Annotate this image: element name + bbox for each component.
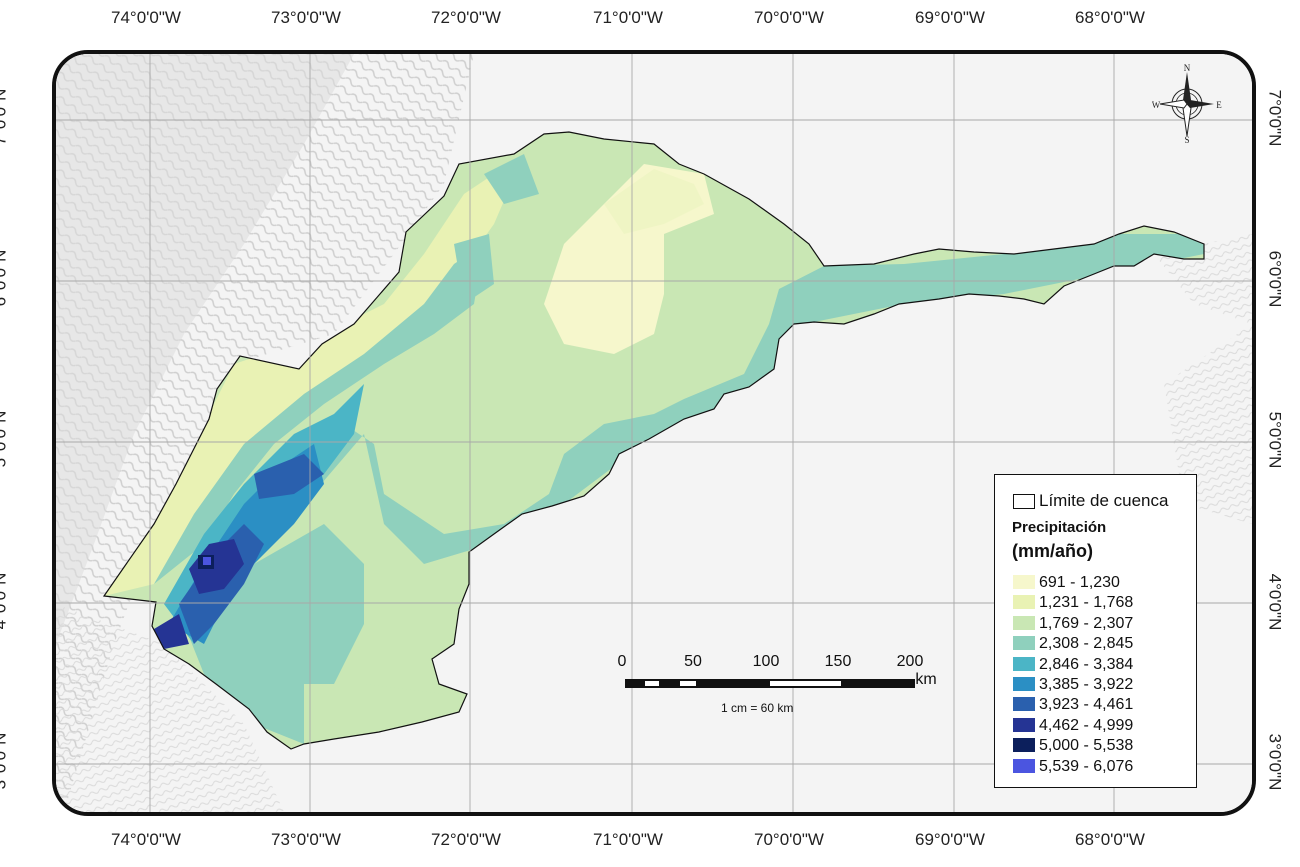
basin-boundary — [102, 131, 1205, 750]
precipitation-map — [56, 54, 1252, 812]
boundary-swatch — [1013, 494, 1035, 509]
legend-swatch — [1013, 595, 1035, 610]
legend-swatch — [1013, 738, 1035, 753]
latitude-label-left: 6°0'0"N — [0, 249, 10, 307]
legend-class-label: 5,539 - 6,076 — [1039, 757, 1134, 775]
longitude-label-top: 71°0'0"W — [593, 8, 663, 27]
longitude-label-bottom: 71°0'0"W — [593, 830, 663, 849]
latitude-label-left: 4°0'0"N — [0, 572, 10, 630]
legend-class-label: 2,846 - 3,384 — [1039, 655, 1134, 673]
compass-n: N — [1184, 64, 1191, 73]
longitude-label-top: 68°0'0"W — [1075, 8, 1145, 27]
compass-s: S — [1184, 135, 1189, 144]
legend-swatch — [1013, 636, 1035, 651]
legend-class-label: 1,769 - 2,307 — [1039, 614, 1134, 632]
longitude-label-top: 69°0'0"W — [915, 8, 985, 27]
legend-class-label: 3,385 - 3,922 — [1039, 676, 1134, 693]
legend-class-label: 691 - 1,230 — [1039, 574, 1120, 591]
compass-rose-icon: N S E W — [1152, 63, 1223, 145]
scale-bar — [625, 679, 915, 688]
legend: Límite de cuenca Precipitación (mm/año) … — [994, 474, 1197, 788]
scale-label: 200 — [896, 653, 924, 670]
longitude-label-bottom: 69°0'0"W — [915, 830, 985, 849]
scale-unit: km — [915, 671, 937, 688]
scale-label: 50 — [684, 653, 702, 670]
latitude-label-left: 5°0'0"N — [0, 410, 10, 468]
compass-e: E — [1216, 100, 1222, 110]
longitude-label-bottom: 68°0'0"W — [1075, 830, 1145, 849]
longitude-label-top: 73°0'0"W — [271, 8, 341, 27]
scale-label: 100 — [752, 653, 780, 670]
scale-bar-labels: 0 50 100 150 200 km — [0, 653, 1300, 688]
legend-swatch — [1013, 677, 1035, 691]
longitude-label-bottom: 74°0'0"W — [111, 830, 181, 849]
boundary-label: Límite de cuenca — [1039, 491, 1169, 510]
legend-swatch — [1013, 697, 1035, 712]
scale-label: 0 — [617, 653, 627, 670]
longitude-label-bottom: 73°0'0"W — [271, 830, 341, 849]
legend-class-label: 5,000 - 5,538 — [1039, 737, 1134, 755]
latitude-label-left: 3°0'0"N — [0, 732, 10, 790]
longitude-label-top: 74°0'0"W — [111, 8, 181, 27]
legend-swatch — [1013, 575, 1035, 589]
map-frame — [52, 50, 1256, 816]
compass-w: W — [1152, 100, 1161, 110]
longitude-label-bottom: 70°0'0"W — [754, 830, 824, 849]
legend-swatch — [1013, 615, 1035, 630]
legend-class-label: 2,308 - 2,845 — [1039, 635, 1134, 653]
longitude-label-top: 70°0'0"W — [754, 8, 824, 27]
scale-label: 150 — [824, 653, 852, 670]
legend-class-label: 1,231 - 1,768 — [1039, 594, 1134, 612]
scale-ratio: 1 cm = 60 km — [721, 701, 794, 715]
longitude-label-bottom: 72°0'0"W — [431, 830, 501, 849]
legend-subtitle: (mm/año) — [1012, 541, 1093, 561]
legend-swatch — [1013, 758, 1035, 773]
graticule — [56, 54, 1252, 812]
legend-class-label: 4,462 - 4,999 — [1039, 716, 1134, 734]
longitude-label-top: 72°0'0"W — [431, 8, 501, 27]
legend-title: Precipitación — [1012, 519, 1107, 536]
legend-class-label: 3,923 - 4,461 — [1039, 696, 1134, 714]
latitude-label-left: 7°0'0"N — [0, 88, 10, 146]
legend-swatch — [1013, 717, 1035, 732]
legend-swatch — [1013, 656, 1035, 671]
